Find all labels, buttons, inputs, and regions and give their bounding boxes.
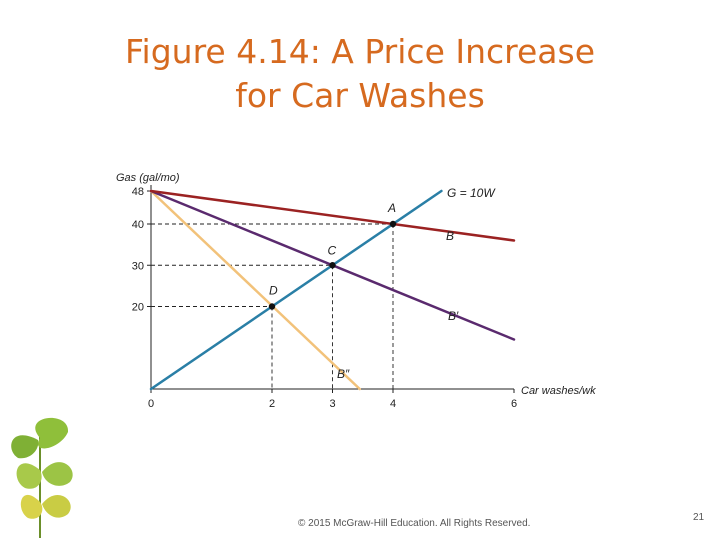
point-D (268, 303, 276, 310)
x-tick-label: 0 (148, 398, 154, 410)
series-line-B_double_prime (149, 189, 361, 391)
y-axis-label: Gas (gal/mo) (116, 172, 180, 184)
y-tick-label: 20 (132, 302, 144, 314)
series-label-B: B (446, 229, 454, 243)
point-A (389, 220, 397, 228)
point-label-D: D (269, 284, 278, 298)
slide-title-line-1: Figure 4.14: A Price Increase (124, 32, 596, 71)
y-tick-label: 48 (132, 186, 144, 198)
series-line-G (149, 189, 443, 391)
ginkgo-leaf-icon (11, 417, 73, 538)
x-tick-label: 6 (511, 398, 517, 410)
x-axis-label: Car washes/wk (521, 385, 596, 397)
x-tick-label: 4 (390, 398, 396, 410)
slide-title: Figure 4.14: A Price Increase for Car Wa… (0, 30, 720, 118)
copyright-footer: © 2015 McGraw-Hill Education. All Rights… (298, 518, 531, 529)
y-tick-label: 40 (132, 219, 144, 231)
point-label-C: C (328, 243, 337, 257)
series-label-B_prime: B′ (448, 309, 459, 323)
x-tick-label: 2 (269, 398, 275, 410)
y-tick-label: 30 (132, 260, 144, 272)
page-number: 21 (693, 512, 705, 523)
slide-title-line-2: for Car Washes (235, 76, 485, 115)
series-label-G: G = 10W (447, 186, 496, 200)
series-line-B (149, 189, 516, 242)
series-label-B_double_prime: B″ (337, 367, 350, 381)
point-label-A: A (387, 201, 396, 215)
x-tick-label: 3 (329, 398, 335, 410)
point-C (329, 262, 336, 269)
